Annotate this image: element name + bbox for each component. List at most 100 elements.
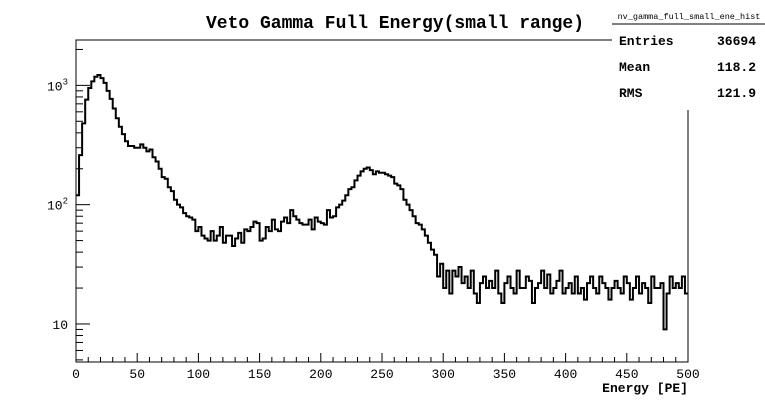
histogram-bin bbox=[128, 146, 131, 362]
stats-value: 121.9 bbox=[717, 86, 756, 101]
histogram-bin bbox=[100, 78, 103, 362]
histogram-bin bbox=[608, 300, 611, 362]
histogram-bin bbox=[403, 200, 406, 362]
histogram-bin bbox=[566, 288, 569, 362]
histogram-bin bbox=[149, 149, 152, 362]
histogram-bin bbox=[125, 141, 128, 362]
histogram-bin bbox=[492, 288, 495, 362]
histogram-bin bbox=[602, 283, 605, 362]
histogram-bin bbox=[385, 174, 388, 362]
histogram-bin bbox=[379, 173, 382, 362]
histogram-bin bbox=[134, 148, 137, 362]
histogram-bin bbox=[569, 283, 572, 362]
x-axis: 0 50 100 150 200 250 300 350 400 450 500 bbox=[72, 353, 700, 382]
histogram-bin bbox=[348, 189, 351, 362]
histogram-bin bbox=[116, 118, 119, 362]
histogram-bin bbox=[85, 100, 88, 362]
histogram-bin bbox=[489, 281, 492, 362]
histogram-bin bbox=[501, 303, 504, 362]
histogram-bin bbox=[419, 225, 422, 362]
histogram-bin bbox=[217, 236, 220, 362]
histogram-bin bbox=[422, 229, 425, 362]
histogram-bin bbox=[198, 227, 201, 362]
histogram-bin bbox=[192, 220, 195, 362]
histogram-bin bbox=[143, 148, 146, 362]
histogram-bin bbox=[113, 108, 116, 362]
histogram-bin bbox=[174, 200, 177, 362]
histogram-bin bbox=[553, 288, 556, 362]
y-axis: 10 102 103 bbox=[47, 48, 90, 361]
histogram-bin bbox=[186, 216, 189, 362]
histogram-bin bbox=[526, 276, 529, 362]
histogram-bin bbox=[520, 288, 523, 362]
histogram-bin bbox=[97, 75, 100, 362]
histogram-bin bbox=[455, 276, 458, 362]
stats-box-background bbox=[612, 10, 765, 110]
histogram-bin bbox=[266, 227, 269, 362]
y-tick-label: 103 bbox=[47, 77, 68, 94]
histogram-bin bbox=[208, 241, 211, 362]
histogram-bin bbox=[621, 294, 624, 362]
histogram-bin bbox=[400, 189, 403, 362]
histogram-bins bbox=[76, 75, 688, 362]
histogram-bin bbox=[156, 162, 159, 362]
histogram-bin bbox=[465, 276, 468, 362]
histogram-bin bbox=[229, 236, 232, 362]
histogram-bin bbox=[269, 231, 272, 362]
histogram-bin bbox=[180, 207, 183, 362]
histogram-bin bbox=[507, 276, 510, 362]
histogram-bin bbox=[468, 288, 471, 362]
histogram-bin bbox=[345, 195, 348, 362]
histogram-bin bbox=[514, 294, 517, 362]
histogram-bin bbox=[550, 294, 553, 362]
histogram-bin bbox=[339, 205, 342, 362]
histogram-bin bbox=[630, 300, 633, 362]
histogram-bin bbox=[618, 288, 621, 362]
x-tick-label: 450 bbox=[615, 367, 638, 382]
histogram-bin bbox=[88, 88, 91, 362]
histogram-bin bbox=[556, 281, 559, 362]
x-tick-label: 250 bbox=[370, 367, 393, 382]
x-tick-label: 100 bbox=[187, 367, 210, 382]
histogram-bin bbox=[431, 250, 434, 362]
histogram-bin bbox=[397, 185, 400, 362]
histogram-bin bbox=[437, 276, 440, 362]
histogram-bin bbox=[183, 213, 186, 362]
histogram-bin bbox=[214, 241, 217, 362]
histogram-bin bbox=[449, 294, 452, 362]
histogram-bin bbox=[477, 303, 480, 362]
histogram-bin bbox=[162, 177, 165, 362]
histogram-bin bbox=[226, 236, 229, 362]
histogram-bin bbox=[321, 223, 324, 362]
histogram-bin bbox=[361, 171, 364, 362]
histogram-bin bbox=[336, 207, 339, 362]
histogram-bin bbox=[278, 231, 281, 362]
stats-label: RMS bbox=[619, 86, 643, 101]
chart-title: Veto Gamma Full Energy(small range) bbox=[206, 14, 584, 34]
histogram-bin bbox=[511, 288, 514, 362]
histogram-bin bbox=[425, 236, 428, 362]
histogram-bin bbox=[664, 329, 667, 362]
x-tick-label: 350 bbox=[493, 367, 516, 382]
histogram-bin bbox=[615, 281, 618, 362]
histogram-bin bbox=[563, 294, 566, 362]
histogram-bin bbox=[342, 201, 345, 362]
histogram-bin bbox=[165, 179, 168, 362]
histogram-bin bbox=[538, 283, 541, 362]
histogram-bin bbox=[290, 210, 293, 362]
histogram-bin bbox=[104, 83, 107, 362]
stats-histogram-name: nv_gamma_full_small_ene_hist bbox=[618, 12, 761, 22]
stats-value: 118.2 bbox=[717, 60, 756, 75]
histogram-bin bbox=[293, 216, 296, 362]
x-tick-label: 500 bbox=[676, 367, 699, 382]
histogram-bin bbox=[373, 174, 376, 362]
stats-value: 36694 bbox=[717, 34, 756, 49]
histogram-bin bbox=[657, 288, 660, 362]
histogram-bin bbox=[296, 220, 299, 362]
histogram-bin bbox=[281, 222, 284, 362]
histogram-bin bbox=[235, 239, 238, 362]
histogram-bin bbox=[238, 233, 241, 362]
histogram-bin bbox=[140, 144, 143, 362]
histogram-bin bbox=[324, 225, 327, 362]
histogram-bin bbox=[642, 283, 645, 362]
